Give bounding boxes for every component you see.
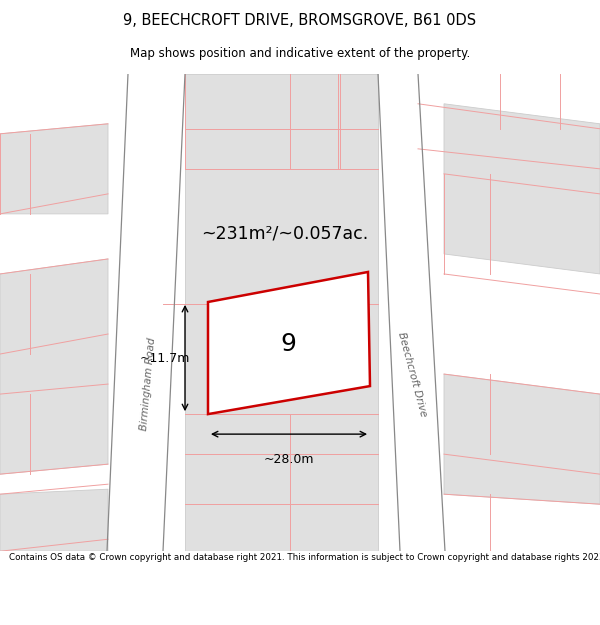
Text: ~11.7m: ~11.7m xyxy=(140,351,190,364)
Polygon shape xyxy=(0,259,108,474)
Polygon shape xyxy=(107,74,185,551)
Polygon shape xyxy=(185,74,378,169)
Text: 9: 9 xyxy=(280,332,296,356)
Text: 9, BEECHCROFT DRIVE, BROMSGROVE, B61 0DS: 9, BEECHCROFT DRIVE, BROMSGROVE, B61 0DS xyxy=(124,13,476,28)
Polygon shape xyxy=(444,374,600,504)
Polygon shape xyxy=(185,414,378,551)
Text: Birmingham Road: Birmingham Road xyxy=(139,337,157,431)
Polygon shape xyxy=(208,272,370,414)
Polygon shape xyxy=(378,74,445,551)
Text: ~28.0m: ~28.0m xyxy=(264,452,314,466)
Polygon shape xyxy=(444,104,600,274)
Polygon shape xyxy=(0,489,108,551)
Text: Map shows position and indicative extent of the property.: Map shows position and indicative extent… xyxy=(130,47,470,59)
Text: ~231m²/~0.057ac.: ~231m²/~0.057ac. xyxy=(202,225,368,243)
Text: Contains OS data © Crown copyright and database right 2021. This information is : Contains OS data © Crown copyright and d… xyxy=(9,554,600,562)
Polygon shape xyxy=(0,124,108,214)
Text: Beechcroft Drive: Beechcroft Drive xyxy=(396,331,428,418)
Polygon shape xyxy=(185,169,378,414)
